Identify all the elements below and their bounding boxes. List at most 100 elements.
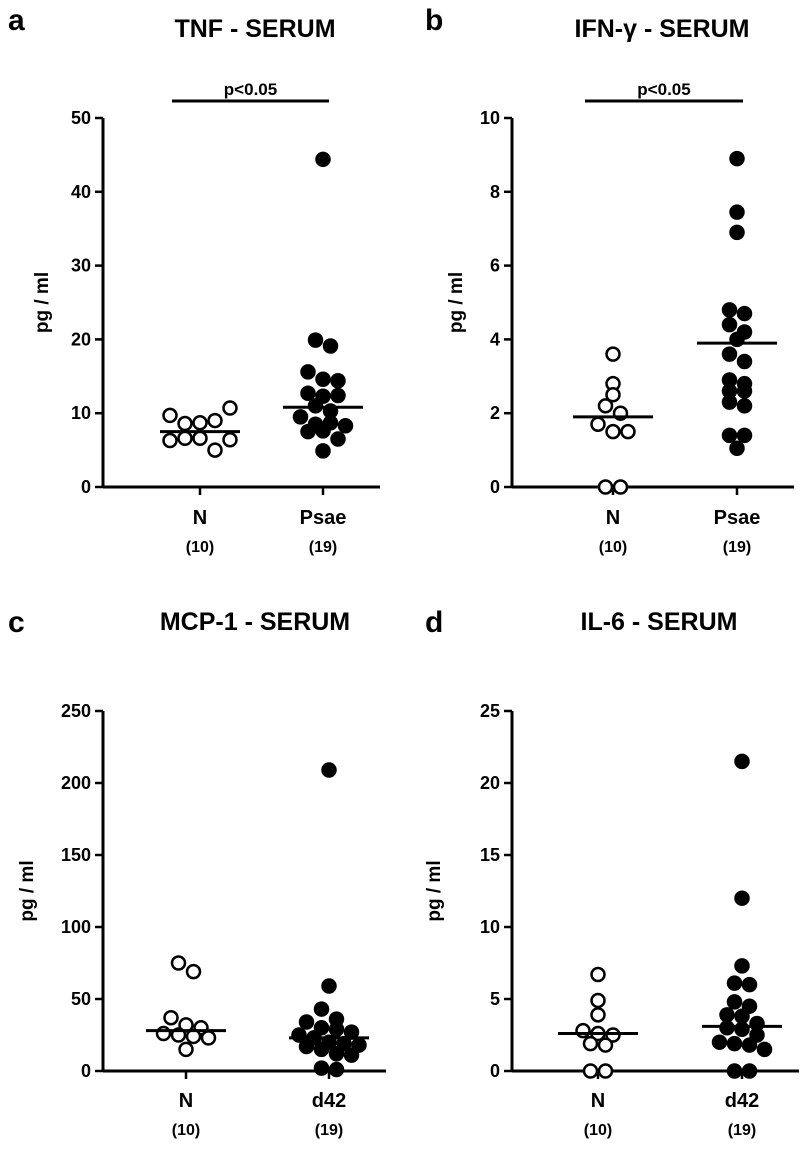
x-category-label: d42 [725, 1090, 759, 1112]
data-point [719, 1007, 735, 1023]
data-point [734, 753, 750, 770]
y-axis-label: pg / ml [17, 860, 38, 921]
panel-title: MCP-1 - SERUM [160, 608, 350, 636]
data-point [177, 415, 193, 432]
data-point [315, 423, 331, 439]
y-tick-label: 20 [71, 329, 91, 349]
data-point [178, 1041, 194, 1058]
data-point [298, 1038, 315, 1055]
data-point [321, 762, 337, 778]
data-point [328, 1061, 345, 1078]
y-tick-label: 50 [71, 108, 91, 128]
y-tick-label: 150 [61, 845, 91, 865]
data-point [729, 224, 745, 241]
y-tick-label: 5 [490, 989, 500, 1009]
data-point [222, 400, 238, 416]
y-tick-label: 20 [480, 773, 500, 793]
panel-title: IFN-γ - SERUM [575, 15, 750, 43]
data-point [597, 1037, 614, 1053]
x-category-label: N [179, 1090, 193, 1112]
data-point [162, 432, 178, 449]
group-n-label: (10) [186, 539, 214, 556]
y-tick-label: 4 [490, 329, 500, 349]
group-n-label: (10) [584, 1122, 612, 1139]
panel-letter: a [8, 4, 25, 37]
data-point [741, 998, 758, 1014]
y-tick-label: 8 [490, 182, 500, 202]
data-point [612, 479, 629, 495]
y-axis-label: pg / ml [32, 272, 53, 333]
data-point [200, 1030, 217, 1046]
data-point [207, 412, 223, 429]
y-tick-label: 10 [71, 403, 91, 423]
data-point [605, 423, 621, 440]
data-point [298, 1014, 315, 1030]
data-point [726, 1063, 743, 1079]
data-point [741, 976, 758, 993]
data-point [207, 442, 223, 458]
data-point [605, 346, 621, 362]
data-point [736, 383, 753, 399]
panel-letter: d [425, 606, 443, 639]
x-category-label: d42 [312, 1090, 346, 1112]
y-tick-label: 10 [480, 108, 500, 128]
y-tick-label: 0 [490, 477, 500, 497]
y-tick-label: 15 [480, 845, 500, 865]
data-point [721, 302, 738, 318]
data-point [575, 1022, 591, 1039]
y-tick-label: 100 [61, 917, 91, 937]
data-point [590, 992, 606, 1009]
data-point [162, 407, 178, 424]
data-point [328, 1021, 345, 1037]
data-point [729, 440, 745, 457]
x-category-label: Psae [714, 507, 761, 529]
y-tick-label: 2 [490, 403, 500, 423]
data-point [734, 958, 750, 974]
data-point [170, 955, 187, 971]
data-point [736, 398, 753, 414]
y-tick-label: 200 [61, 773, 91, 793]
data-point [155, 1025, 172, 1042]
y-tick-label: 6 [490, 256, 500, 276]
data-point [192, 430, 208, 447]
data-point [721, 316, 738, 333]
data-point [734, 1021, 750, 1037]
y-tick-label: 25 [480, 701, 500, 721]
data-point [605, 387, 621, 403]
data-point [313, 1020, 330, 1036]
panel-title: TNF - SERUM [174, 15, 335, 43]
data-point [300, 364, 316, 380]
y-axis-label: pg / ml [424, 860, 445, 921]
data-point [300, 385, 316, 402]
data-point [300, 423, 316, 440]
panel-letter: b [425, 4, 443, 37]
y-axis-label: pg / ml [446, 272, 467, 333]
data-point [343, 1047, 360, 1063]
data-point [736, 353, 753, 370]
significance-label: p<0.05 [637, 80, 690, 99]
data-point [307, 332, 324, 348]
data-point [163, 1009, 179, 1026]
x-category-label: N [193, 507, 207, 529]
data-point [315, 371, 331, 388]
x-category-label: N [606, 507, 620, 529]
data-point [337, 417, 354, 434]
data-point [736, 305, 753, 322]
data-point [736, 427, 753, 444]
data-point [330, 431, 346, 447]
data-point [620, 423, 636, 440]
data-point [328, 1045, 345, 1062]
data-point [292, 409, 309, 425]
data-point [321, 978, 337, 994]
data-point [590, 1007, 606, 1023]
data-point [582, 1035, 599, 1052]
x-category-label: Psae [300, 507, 347, 529]
data-point [734, 1008, 750, 1025]
y-tick-label: 250 [61, 701, 91, 721]
data-point [597, 398, 614, 414]
data-point [721, 394, 738, 410]
data-point [590, 416, 606, 433]
y-tick-label: 30 [71, 256, 91, 276]
y-tick-label: 0 [490, 1061, 500, 1081]
